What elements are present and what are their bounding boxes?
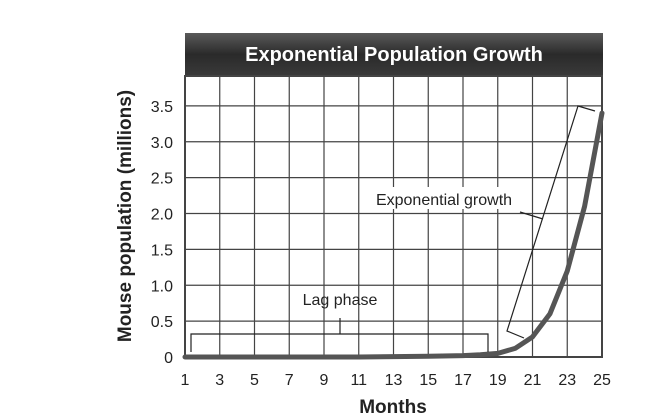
y-tick-label: 1.5: [151, 242, 173, 259]
chart-title: Exponential Population Growth: [245, 44, 543, 66]
x-tick-label: 23: [558, 372, 576, 389]
x-tick-label: 3: [215, 372, 224, 389]
lag-phase-bracket: [190, 318, 489, 352]
x-axis-label: Months: [359, 397, 427, 418]
y-axis-label: Mouse population (millions): [115, 90, 136, 342]
lag-phase-label: Lag phase: [303, 292, 378, 309]
tick-labels: 1 3 5 7 9 11 13 15 17 19 21 23 2500.51.01.52.02.53.0…: [151, 99, 611, 389]
x-tick-label: 21: [524, 372, 542, 389]
x-tick-label: 9: [320, 372, 329, 389]
x-tick-label: 13: [385, 372, 403, 389]
x-tick-label: 17: [454, 372, 472, 389]
y-tick-label: 2.0: [151, 207, 173, 224]
x-tick-label: 1: [181, 372, 190, 389]
exponential-growth-label: Exponential growth: [376, 192, 512, 209]
y-tick-label: 1.0: [151, 278, 173, 295]
x-tick-label: 7: [285, 372, 294, 389]
x-tick-label: 25: [593, 372, 611, 389]
y-tick-label: 0.5: [151, 314, 173, 331]
x-tick-label: 11: [350, 372, 367, 389]
y-tick-label: 3.5: [151, 99, 173, 116]
grid: [184, 75, 603, 358]
title-bar: [185, 33, 603, 76]
x-tick-label: 15: [419, 372, 437, 389]
series-line-mouse-population: [182, 110, 605, 360]
exponential-growth-leader: [519, 211, 544, 220]
y-tick-label: 2.5: [151, 171, 173, 188]
x-tick-label: 19: [489, 372, 507, 389]
y-tick-label: 3.0: [151, 135, 173, 152]
x-tick-label: 5: [250, 372, 259, 389]
y-tick-label: 0: [164, 350, 173, 367]
